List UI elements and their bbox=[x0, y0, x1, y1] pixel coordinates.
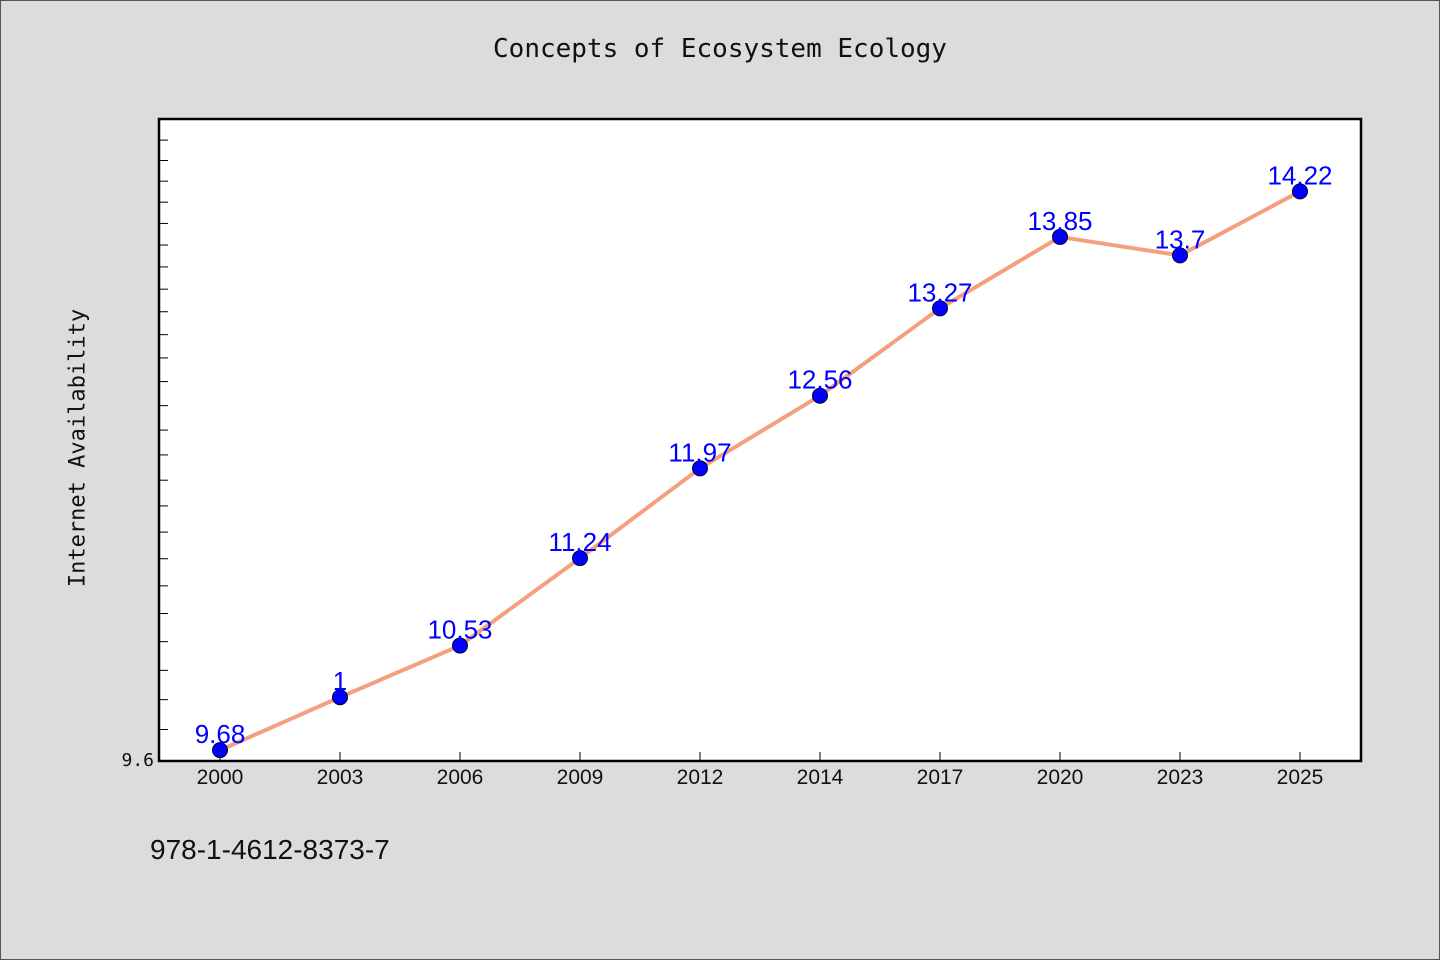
data-label: 13.7 bbox=[1155, 224, 1206, 254]
x-tick-label: 2017 bbox=[917, 766, 964, 789]
data-point bbox=[1292, 183, 1308, 200]
data-point bbox=[332, 689, 348, 706]
data-point bbox=[212, 742, 228, 759]
data-point bbox=[452, 637, 468, 654]
x-tick-label: 2000 bbox=[197, 766, 244, 789]
x-tick-label: 2003 bbox=[317, 766, 364, 789]
x-tick-label: 2009 bbox=[557, 766, 604, 789]
data-markers bbox=[212, 183, 1308, 759]
chart-title: Concepts of Ecosystem Ecology bbox=[493, 34, 947, 64]
isbn-label: 978-1-4612-8373-7 bbox=[150, 834, 390, 865]
data-label: 13.27 bbox=[907, 277, 972, 307]
data-label: 9.68 bbox=[195, 719, 246, 749]
data-point bbox=[572, 550, 588, 567]
data-labels: 9.68 1 10.53 11.24 11.97 12.56 13.27 13.85 13.7 1… bbox=[195, 160, 1333, 749]
x-tick-label: 2006 bbox=[437, 766, 484, 789]
data-point bbox=[692, 460, 708, 477]
data-label: 11.97 bbox=[668, 437, 731, 467]
data-label: 11.24 bbox=[548, 527, 611, 557]
data-point bbox=[1052, 228, 1068, 245]
x-tick-label: 2025 bbox=[1277, 766, 1324, 789]
series-line-group bbox=[219, 189, 1301, 752]
x-tick-label: 2012 bbox=[677, 766, 724, 789]
y-tick-label: 9.6 bbox=[121, 750, 154, 771]
x-tick-label: 2023 bbox=[1157, 766, 1204, 789]
data-label: 1 bbox=[333, 666, 347, 696]
data-point bbox=[812, 387, 828, 404]
x-axis-ticks: 2000 2003 2006 2009 2012 2014 2017 2020 2023 2025 bbox=[197, 752, 1324, 789]
data-label: 14.22 bbox=[1267, 160, 1332, 190]
data-label: 12.56 bbox=[787, 365, 852, 395]
data-label: 10.53 bbox=[427, 615, 492, 645]
plot-area bbox=[157, 117, 1363, 763]
y-axis-ticks: 9.6 bbox=[121, 139, 168, 771]
series-line bbox=[219, 189, 1301, 752]
data-label: 13.85 bbox=[1027, 206, 1092, 236]
data-point bbox=[932, 300, 948, 317]
x-tick-label: 2014 bbox=[797, 766, 844, 789]
x-tick-label: 2020 bbox=[1037, 766, 1084, 789]
data-point bbox=[1172, 247, 1188, 264]
